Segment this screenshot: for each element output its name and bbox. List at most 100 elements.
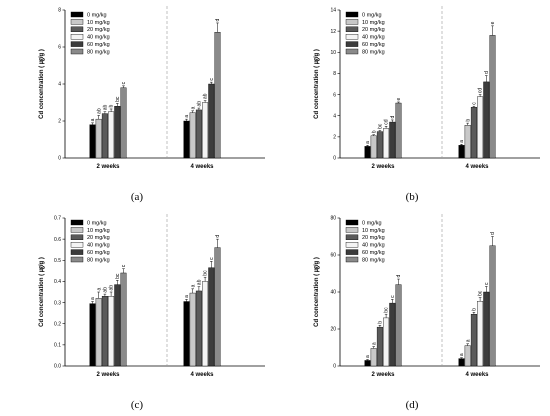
bar <box>101 296 108 367</box>
bar <box>114 284 121 367</box>
significance-label: ab <box>197 101 203 107</box>
legend-swatch <box>70 48 84 55</box>
bar <box>364 146 371 159</box>
legend-swatch <box>70 19 84 25</box>
significance-label: bc <box>203 270 209 276</box>
y-tick-label: 80 <box>330 216 336 222</box>
significance-label: d <box>490 232 496 235</box>
legend-swatch <box>345 41 359 47</box>
legend-label: 20 mg/kg <box>362 27 385 33</box>
significance-label: bc <box>115 96 121 102</box>
legend-label: 80 mg/kg <box>87 49 110 55</box>
y-tick-label: 0 <box>58 156 61 162</box>
significance-label: c <box>472 102 478 105</box>
panel-label: (a) <box>131 191 144 203</box>
bar <box>183 120 190 159</box>
y-tick-label: 8 <box>333 71 336 77</box>
category-label: 4 weeks <box>190 164 214 170</box>
significance-label: b <box>472 308 478 311</box>
significance-label: c <box>209 257 215 260</box>
legend-swatch <box>70 242 84 248</box>
legend-label: 0 mg/kg <box>362 220 382 226</box>
significance-label: c <box>390 295 396 298</box>
legend-swatch <box>70 227 84 233</box>
bar <box>395 102 402 159</box>
category-label: 2 weeks <box>96 372 120 378</box>
bar <box>389 121 396 159</box>
legend-label: 10 mg/kg <box>362 228 385 234</box>
significance-label: a <box>96 288 102 291</box>
bar <box>470 107 477 159</box>
y-tick-label: 2 <box>333 135 336 141</box>
legend-label: 60 mg/kg <box>362 250 385 256</box>
bar <box>108 296 115 367</box>
significance-label: e <box>490 21 496 24</box>
bar <box>477 301 484 367</box>
significance-label: bc <box>478 290 484 296</box>
bar <box>376 326 383 367</box>
legend-swatch <box>70 11 84 18</box>
significance-label: d <box>215 235 221 238</box>
y-axis-label: Cd concentration ( ㎍/g ) <box>39 257 46 327</box>
legend-swatch <box>70 26 84 32</box>
y-axis-label: Cd concentration ( ㎍/g ) <box>314 49 321 119</box>
y-tick-label: 4 <box>333 113 336 119</box>
y-tick-label: 14 <box>330 8 336 14</box>
bar <box>120 87 127 159</box>
legend-swatch <box>70 234 84 240</box>
legend-swatch <box>345 249 359 255</box>
significance-label: a <box>365 141 371 144</box>
significance-label: c <box>121 81 127 84</box>
chart-svg-b: 0 2 4 6 8 10 12 14 Cd concentration ( ㎍/g ) 2 wee… <box>314 6 540 203</box>
legend-swatch <box>345 11 359 18</box>
significance-label: c <box>121 264 127 267</box>
legend-swatch <box>345 26 359 32</box>
y-tick-label: 10 <box>330 50 336 56</box>
legend-label: 80 mg/kg <box>362 257 385 263</box>
legend-label: 60 mg/kg <box>87 42 110 48</box>
legend-label: 20 mg/kg <box>87 27 110 33</box>
significance-label: a <box>459 353 465 356</box>
bar <box>195 109 202 159</box>
legend-label: 40 mg/kg <box>362 243 385 249</box>
significance-label: b <box>109 104 115 107</box>
legend-swatch <box>70 249 84 255</box>
bar <box>89 303 96 367</box>
bar <box>489 245 496 367</box>
significance-label: d <box>215 18 221 21</box>
bar <box>383 317 390 367</box>
chart-svg-a: 0 2 4 6 8 Cd concentration ( ㎍/g ) 2 weeks 4 we… <box>39 6 265 203</box>
bar <box>120 272 127 367</box>
bar <box>364 360 371 367</box>
category-label: 2 weeks <box>371 372 395 378</box>
significance-label: ab <box>103 104 109 110</box>
legend-label: 80 mg/kg <box>362 49 385 55</box>
legend-swatch <box>345 48 359 55</box>
legend-swatch <box>70 256 84 263</box>
legend-label: 10 mg/kg <box>87 228 110 234</box>
legend-swatch <box>345 19 359 25</box>
legend-label: 40 mg/kg <box>87 243 110 249</box>
y-tick-label: 20 <box>330 327 336 333</box>
bar <box>376 131 383 159</box>
significance-label: a <box>90 118 96 121</box>
significance-label: bc <box>378 123 384 129</box>
y-tick-label: 60 <box>330 253 336 259</box>
y-tick-label: 0 <box>333 156 336 162</box>
significance-label: e <box>396 97 402 100</box>
bar <box>370 348 377 367</box>
bar <box>114 105 121 159</box>
y-tick-label: 0.7 <box>54 216 61 222</box>
legend-swatch <box>345 34 359 40</box>
bar <box>208 267 215 367</box>
y-tick-label: 12 <box>330 29 336 35</box>
category-label: 2 weeks <box>96 164 120 170</box>
bar <box>458 145 465 159</box>
chart-svg-c: 0.0 0.1 0.2 0.3 0.4 0.5 0.6 0.7 Cd concentration… <box>39 214 265 411</box>
bar <box>458 358 465 367</box>
category-label: 4 weeks <box>465 372 489 378</box>
legend-label: 20 mg/kg <box>362 235 385 241</box>
significance-label: ab <box>103 287 109 293</box>
legend-label: 0 mg/kg <box>362 12 382 18</box>
bar <box>95 118 102 159</box>
